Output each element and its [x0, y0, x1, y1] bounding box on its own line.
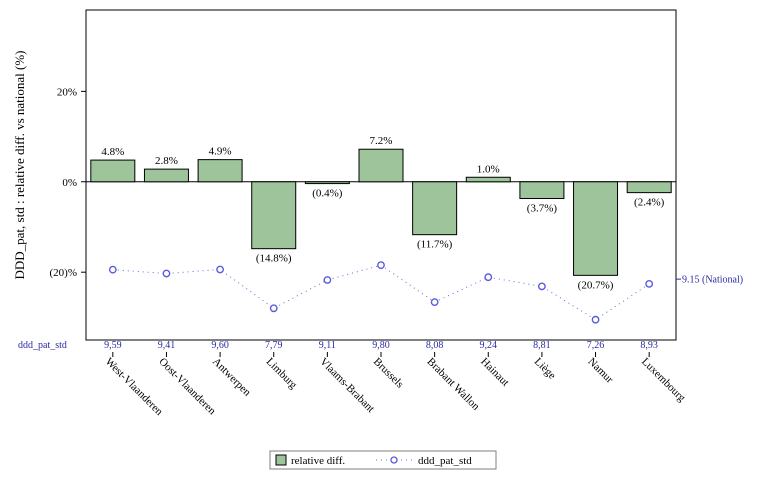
value-row-item: 9,24 — [480, 340, 498, 351]
bar — [465, 176, 511, 183]
plot-frame — [85, 9, 677, 341]
x-tick-label: Vlaams-Brabant — [317, 356, 376, 415]
bar — [358, 148, 404, 183]
ddd-point — [645, 279, 654, 288]
value-row-label: ddd_pat_std — [18, 340, 67, 351]
x-tick-label: Namur — [585, 356, 615, 386]
ddd-point — [216, 265, 224, 274]
x-tick-label: Hainaut — [478, 356, 511, 389]
bar — [304, 181, 350, 185]
value-row-item: 8,81 — [533, 340, 551, 351]
legend-line-label: ddd_pat_std — [418, 455, 472, 467]
y-tick-label: (20)% — [50, 267, 78, 279]
legend-line-marker — [390, 456, 398, 464]
y-tick-label: 20% — [57, 86, 77, 98]
bar — [573, 181, 619, 276]
legend-bar-swatch — [275, 454, 287, 466]
bar-data-label: (11.7%) — [417, 239, 453, 251]
bar — [143, 168, 189, 183]
value-row-item: 9,11 — [319, 340, 336, 351]
y-tick-label: 0% — [62, 177, 77, 189]
national-ref-label: 9.15 (National) — [682, 275, 743, 286]
bar — [412, 181, 458, 236]
x-tick-label: Liège — [532, 356, 558, 382]
bar — [626, 181, 672, 194]
bar-data-label: (3.7%) — [527, 203, 558, 215]
x-tick-label: Limburg — [264, 356, 300, 392]
bar — [197, 159, 243, 183]
y-axis-title: DDD_pat, std : relative diff. vs nationa… — [12, 50, 27, 279]
value-row-item: 7,26 — [587, 340, 605, 351]
bar-data-label: 4.8% — [101, 146, 124, 158]
ddd-point — [484, 273, 493, 282]
x-tick-label: West-Vlaanderen — [103, 356, 166, 419]
value-row-item: 9,59 — [104, 340, 122, 351]
bar-data-label: (2.4%) — [634, 197, 665, 209]
x-tick-label: Oost-Vlaanderen — [156, 356, 218, 418]
x-tick-label: Brussels — [371, 356, 406, 391]
x-tick-label: Brabant Wallon — [425, 356, 483, 414]
ddd-point — [269, 304, 278, 313]
bar — [519, 181, 565, 200]
value-row-item: 8,08 — [426, 340, 444, 351]
x-tick-label: Luxembourg — [639, 356, 688, 405]
legend-box — [269, 450, 497, 470]
ddd-point — [323, 276, 332, 284]
ddd-point — [162, 269, 171, 278]
bar-data-label: 2.8% — [155, 155, 178, 167]
ddd-point — [591, 315, 600, 324]
value-row-item: 9,80 — [372, 340, 390, 351]
value-row-item: 8,93 — [640, 340, 658, 351]
value-row-item: 7,79 — [265, 340, 283, 351]
ddd-line — [112, 264, 650, 321]
x-tick-label: Antwerpen — [210, 356, 253, 399]
bar-data-label: 1.0% — [477, 163, 500, 175]
bar — [90, 159, 136, 183]
value-row-item: 9,41 — [158, 340, 176, 351]
legend-bar-label: relative diff. — [291, 455, 345, 467]
ddd-point — [377, 261, 385, 270]
bar-data-label: 4.9% — [209, 146, 232, 158]
value-row-item: 9,60 — [211, 340, 229, 351]
bar-data-label: (14.8%) — [256, 253, 292, 265]
bar-data-label: (20.7%) — [578, 279, 614, 291]
ddd-point — [430, 298, 439, 306]
bar — [251, 181, 297, 250]
ddd-point — [108, 265, 117, 274]
ddd-point — [538, 282, 546, 291]
bar-data-label: 7.2% — [370, 135, 393, 147]
bar-data-label: (0.4%) — [312, 188, 343, 200]
